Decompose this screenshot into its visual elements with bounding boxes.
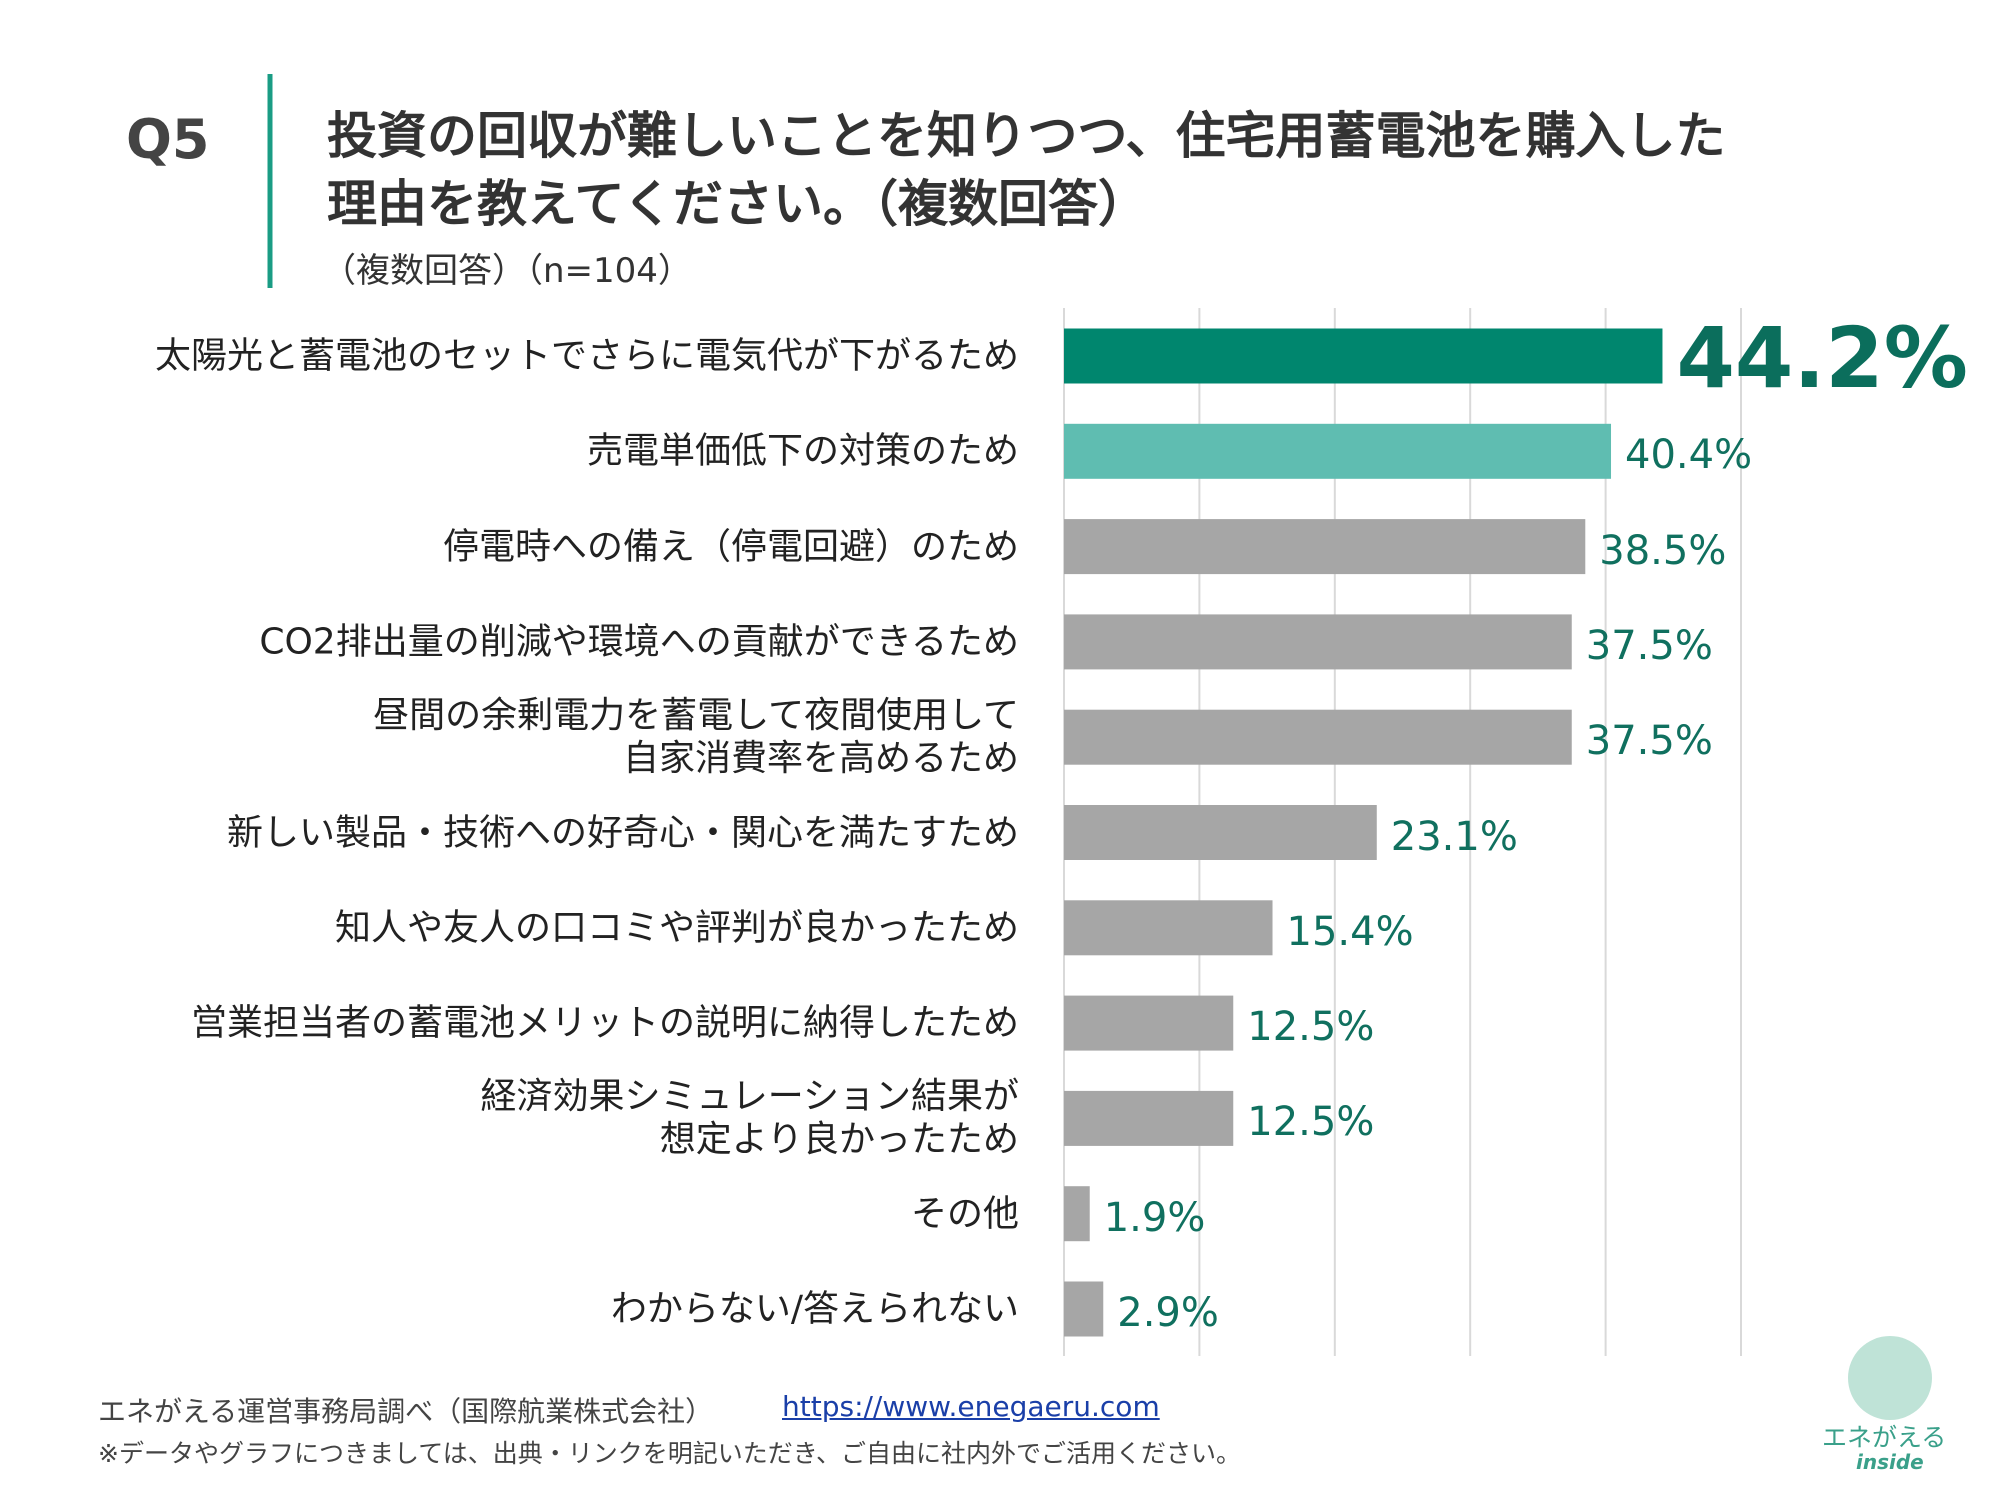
value-label: 37.5% xyxy=(1585,622,1713,669)
category-label: 営業担当者の蓄電池メリットの説明に納得したため xyxy=(190,1002,1019,1044)
bar xyxy=(1064,995,1234,1051)
category-label: 経済効果シミュレーション結果が 想定より良かったため xyxy=(480,1076,1019,1161)
value-label: 37.5% xyxy=(1585,718,1713,765)
bar xyxy=(1064,709,1572,765)
note: ※データやグラフにつきましては、出典・リンクを明記いただき、ご自由に社内外でご活… xyxy=(98,1439,1241,1468)
category-label: 知人や友人の口コミや評判が良かったため xyxy=(334,907,1019,949)
category-label: その他 xyxy=(910,1193,1019,1235)
value-label: 12.5% xyxy=(1247,1004,1375,1051)
bar xyxy=(1064,423,1612,479)
category-label: 売電単価低下の対策のため xyxy=(586,430,1019,472)
bar xyxy=(1064,1281,1104,1337)
bar xyxy=(1064,805,1377,860)
chart-title: 投資の回収が難しいことを知りつつ、住宅用蓄電池を購入した 理由を教えてください。… xyxy=(327,107,1726,233)
category-label: 昼間の余剰電力を蓄電して夜間使用して 自家消費率を高めるため xyxy=(373,695,1019,780)
bar xyxy=(1064,900,1273,956)
link[interactable]: https://www.enegaeru.com xyxy=(782,1390,1160,1423)
bar xyxy=(1064,328,1663,384)
category-label: 停電時への備え（停電回避）のため xyxy=(442,526,1019,568)
source: エネがえる運営事務局調べ（国際航業株式会社） xyxy=(98,1395,714,1428)
value-label: 23.1% xyxy=(1390,813,1518,860)
bar xyxy=(1064,1090,1234,1146)
category-label: 新しい製品・技術への好奇心・関心を満たすため xyxy=(226,812,1019,853)
value-label: 12.5% xyxy=(1247,1099,1375,1146)
logo-icon xyxy=(1848,1336,1932,1420)
question-label: Q5 xyxy=(126,108,210,171)
category-label: 太陽光と蓄電池のセットでさらに電気代が下がるため xyxy=(154,335,1019,377)
logo-name: エネがえる xyxy=(1822,1423,1947,1452)
value-label: 38.5% xyxy=(1599,527,1727,574)
value-label: 15.4% xyxy=(1286,908,1414,955)
category-label: わからない/答えられない xyxy=(610,1288,1019,1330)
category-label: CO2排出量の削減や環境への貢献ができるため xyxy=(259,621,1019,663)
value-label: 44.2% xyxy=(1676,309,1968,407)
logo-sub: inside xyxy=(1856,1450,1924,1474)
bar xyxy=(1064,1186,1090,1242)
bar xyxy=(1064,519,1586,575)
value-label: 2.9% xyxy=(1117,1290,1219,1336)
bar xyxy=(1064,614,1572,670)
subtitle: （複数回答）（n=104） xyxy=(322,251,692,291)
value-label: 1.9% xyxy=(1103,1194,1206,1241)
value-label: 40.4% xyxy=(1625,432,1753,479)
